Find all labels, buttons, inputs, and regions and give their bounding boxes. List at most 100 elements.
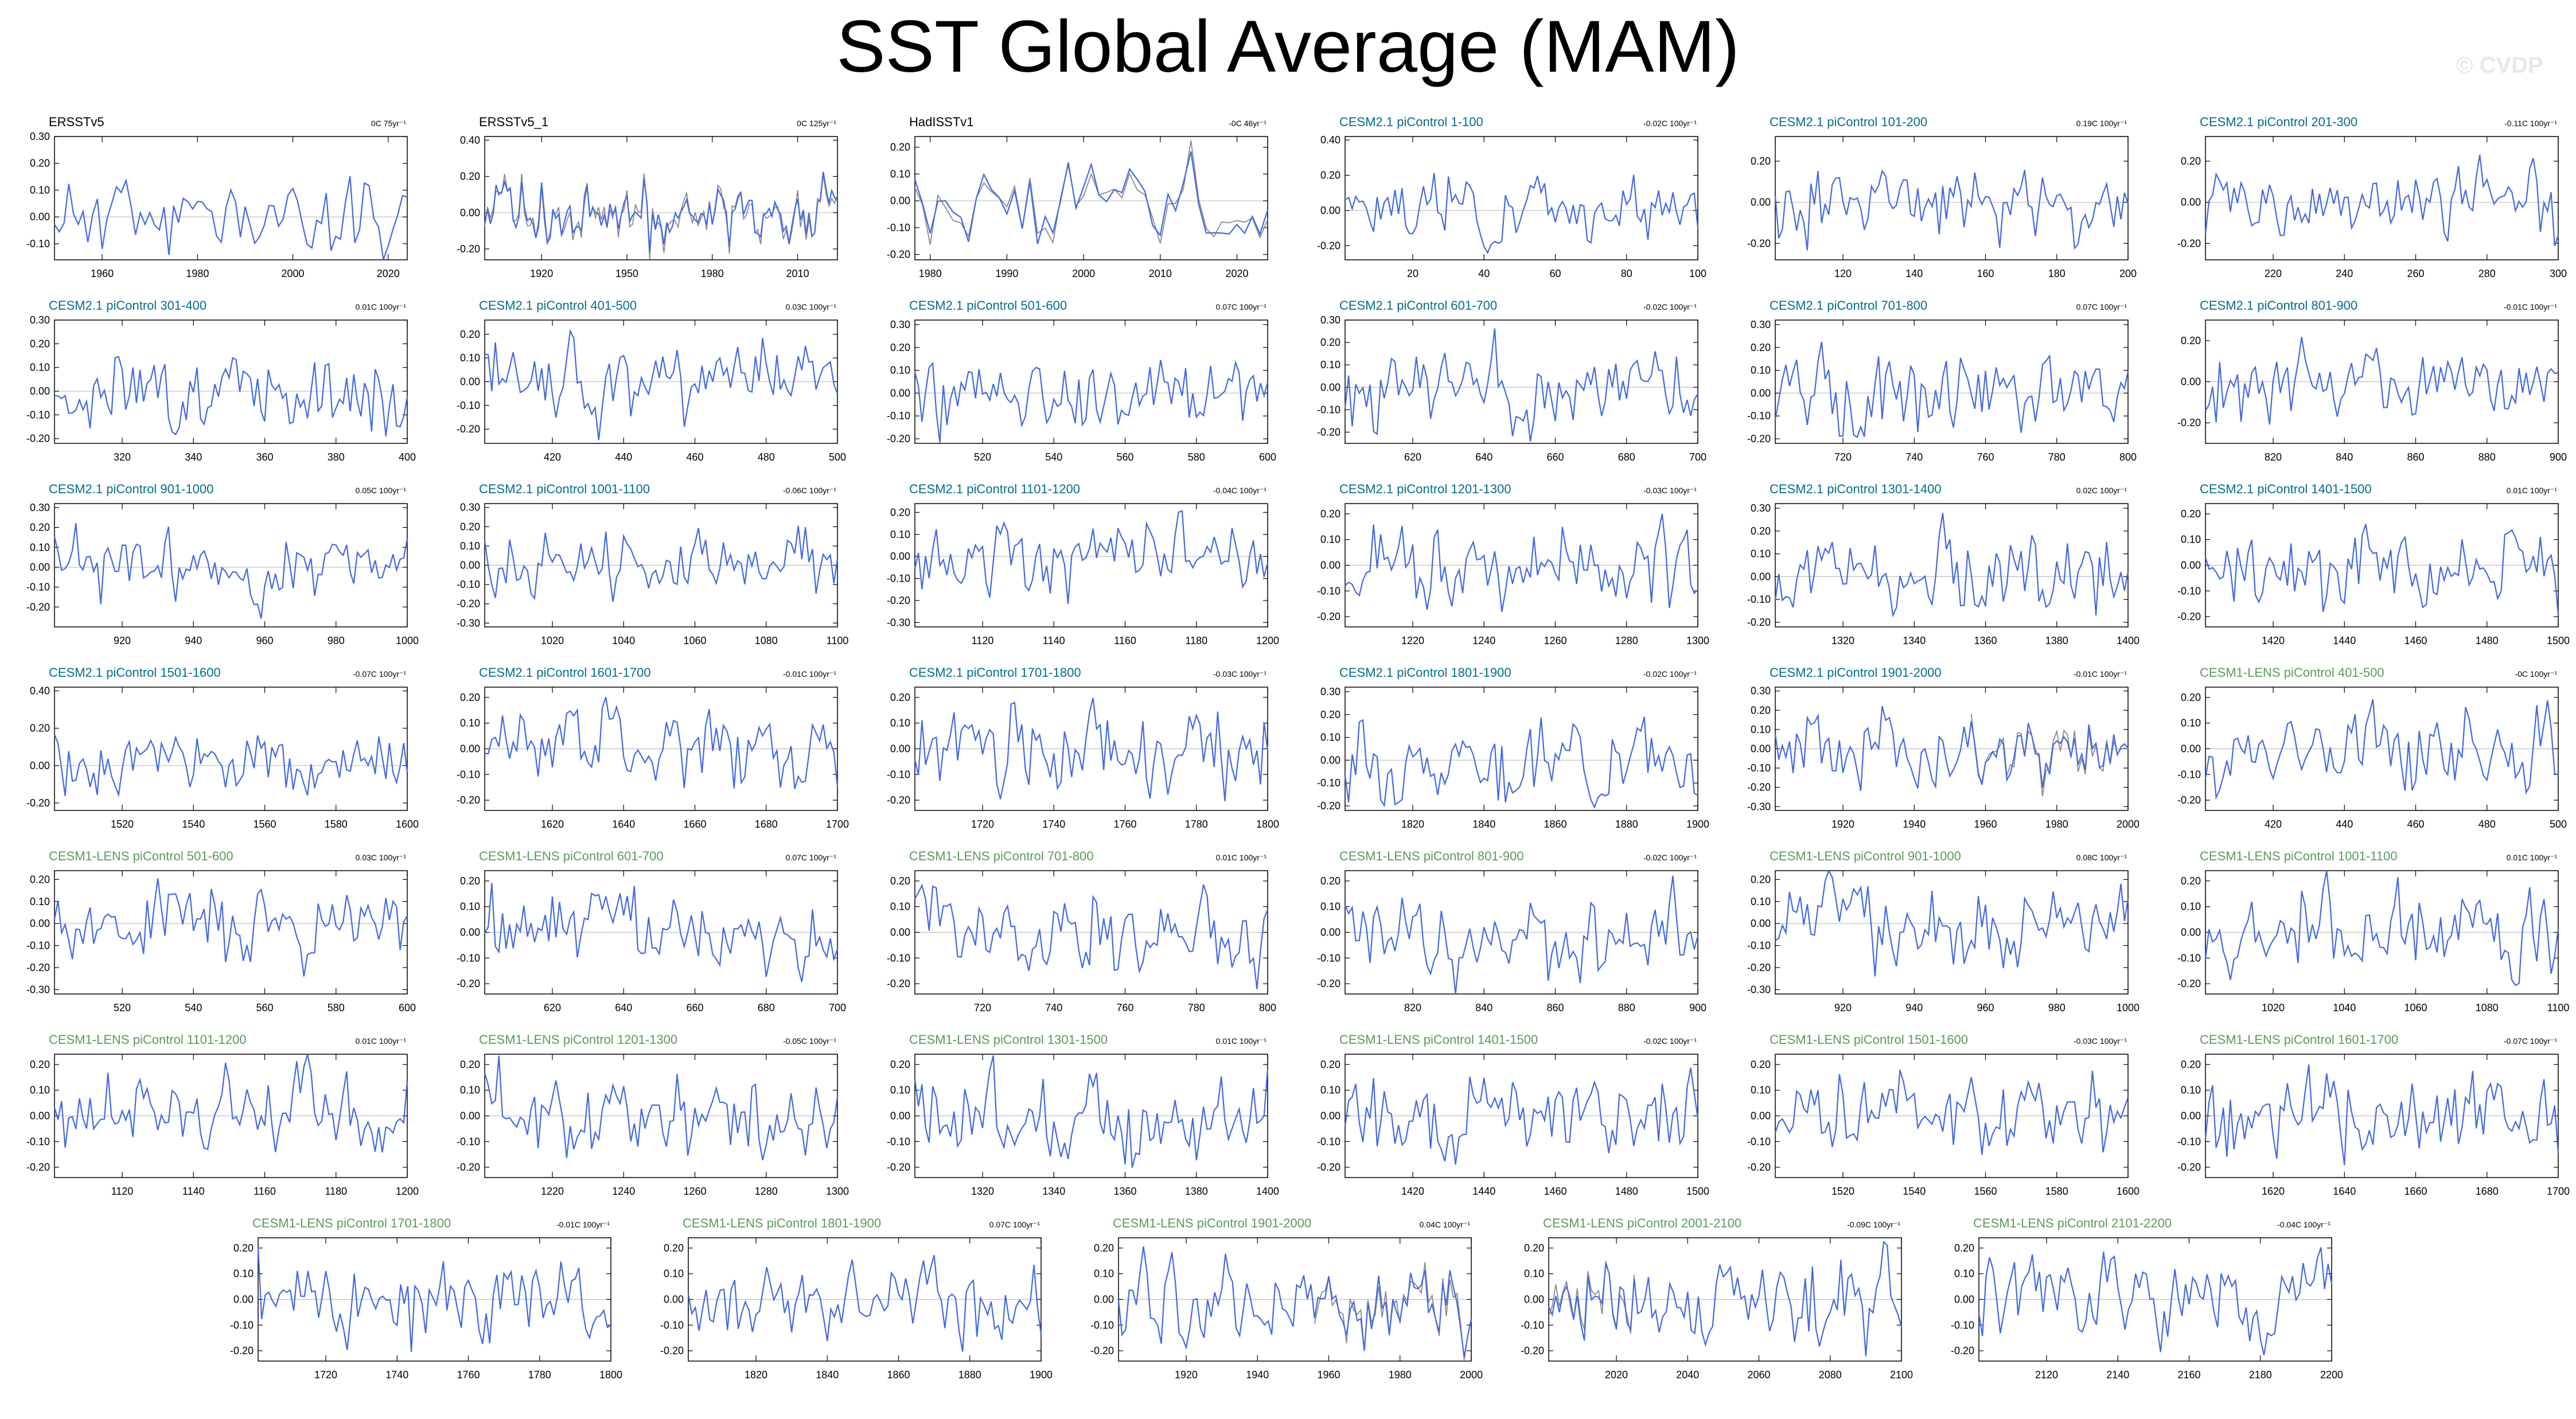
x-tick-label: 700 (829, 1002, 846, 1013)
x-tick-label: 1900 (1686, 818, 1709, 830)
x-tick-label: 2080 (1819, 1369, 1842, 1381)
y-tick-label: 0.10 (1320, 732, 1340, 743)
panel-title: CESM1-LENS piControl 1501-1600 (1770, 1032, 1968, 1047)
trend-label: -0.06C 100yr⁻¹ (783, 486, 836, 495)
x-tick-label: 160 (1977, 268, 1994, 279)
y-tick-label: 0.30 (1751, 502, 1771, 514)
y-tick-label: 0.00 (890, 927, 910, 938)
sst-series-line (914, 1055, 1269, 1168)
x-tick-label: 100 (1689, 268, 1706, 279)
x-tick-label: 740 (1045, 1002, 1062, 1013)
panel-title: CESM1-LENS piControl 1801-1900 (683, 1216, 881, 1230)
timeseries-panel: CESM1-LENS piControl 701-800 0.01C 100yr⁻… (887, 849, 1276, 1013)
plot-frame (914, 319, 1268, 444)
y-tick-label: -0.20 (1317, 978, 1340, 989)
x-tick-label: 1740 (385, 1369, 408, 1381)
x-tick-label: 1680 (755, 818, 778, 830)
y-tick-label: -0.20 (2177, 611, 2201, 622)
y-tick-label: -0.10 (2177, 585, 2201, 597)
y-tick-label: 0.00 (1320, 381, 1340, 393)
x-tick-label: 680 (758, 1002, 775, 1013)
sst-series-line (484, 525, 839, 602)
y-tick-label: -0.20 (457, 978, 480, 989)
sst-series-line (257, 1246, 611, 1352)
trend-label: -0.03C 100yr⁻¹ (2074, 1036, 2127, 1046)
sst-series-line (484, 1055, 839, 1160)
timeseries-panel: CESM2.1 piControl 1401-1500 0.01C 100yr⁻¹… (2177, 482, 2570, 646)
x-tick-label: 2000 (1460, 1369, 1483, 1381)
y-tick-label: 0.20 (1751, 155, 1771, 167)
y-tick-label: -0.10 (887, 769, 910, 780)
y-tick-label: -0.20 (2177, 1161, 2201, 1173)
x-tick-label: 820 (1404, 1002, 1421, 1013)
timeseries-panel: CESM2.1 piControl 1601-1700 -0.01C 100yr⁻… (457, 665, 849, 830)
y-tick-label: -0.20 (1747, 617, 1771, 628)
y-tick-label: 0.10 (1751, 896, 1771, 907)
x-tick-label: 1420 (1401, 1186, 1424, 1197)
sst-series-line (1344, 875, 1699, 995)
x-tick-label: 420 (2265, 818, 2282, 830)
y-tick-label: 0.10 (460, 540, 480, 552)
x-tick-label: 2100 (1890, 1369, 1913, 1381)
y-tick-label: 0.00 (1751, 918, 1771, 929)
trend-label: -0.05C 100yr⁻¹ (783, 1036, 836, 1046)
x-tick-label: 80 (1621, 268, 1632, 279)
x-tick-label: 1540 (182, 818, 205, 830)
x-tick-label: 1700 (2547, 1186, 2570, 1197)
y-tick-label: 0.20 (890, 1059, 910, 1070)
sst-series-line (914, 883, 1269, 989)
x-tick-label: 880 (1618, 1002, 1635, 1013)
y-tick-label: 0.10 (890, 529, 910, 540)
x-tick-label: 1240 (612, 1186, 635, 1197)
x-tick-label: 540 (185, 1002, 202, 1013)
sst-series-line (54, 356, 408, 436)
trend-label: 0.07C 100yr⁻¹ (1216, 302, 1267, 311)
trend-label: 0.01C 100yr⁻¹ (356, 1036, 407, 1046)
x-tick-label: 1140 (182, 1186, 205, 1197)
y-tick-label: 0.00 (890, 743, 910, 755)
y-tick-label: 0.20 (460, 521, 480, 532)
x-tick-label: 500 (829, 451, 846, 463)
sst-series-line (54, 176, 408, 260)
x-tick-label: 400 (399, 451, 416, 463)
y-tick-label: -0.20 (1317, 611, 1340, 622)
x-tick-label: 2120 (2035, 1369, 2058, 1381)
x-tick-label: 2020 (1225, 268, 1248, 279)
x-tick-label: 2000 (1072, 268, 1095, 279)
trend-label: -0.02C 100yr⁻¹ (1643, 1036, 1697, 1046)
timeseries-panel: CESM2.1 piControl 1-100 -0.02C 100yr⁻¹ -0.… (1317, 115, 1706, 279)
x-tick-label: 1560 (1974, 1186, 1997, 1197)
overlay-series-line (914, 140, 1268, 245)
y-tick-label: -0.10 (887, 952, 910, 964)
panel-title: CESM2.1 piControl 1401-1500 (2200, 482, 2372, 496)
y-tick-label: 0.20 (1320, 875, 1340, 887)
y-tick-label: 0.10 (30, 362, 50, 373)
panel-title: CESM2.1 piControl 301-400 (49, 298, 206, 313)
y-tick-label: -0.10 (887, 573, 910, 584)
timeseries-panel: CESM1-LENS piControl 501-600 0.03C 100yr⁻… (26, 849, 416, 1013)
x-tick-label: 720 (974, 1002, 991, 1013)
timeseries-panel: CESM2.1 piControl 1501-1600 -0.07C 100yr⁻… (26, 665, 419, 830)
x-tick-label: 380 (328, 451, 345, 463)
y-tick-label: 0.20 (30, 723, 50, 734)
y-tick-label: 0.10 (233, 1268, 254, 1280)
y-tick-label: 0.10 (1751, 365, 1771, 376)
y-tick-label: 0.10 (1751, 548, 1771, 560)
y-tick-label: 0.00 (1320, 205, 1340, 216)
y-tick-label: 0.00 (1751, 197, 1771, 208)
panel-title: CESM2.1 piControl 901-1000 (49, 482, 213, 496)
x-tick-label: 1640 (2333, 1186, 2356, 1197)
y-tick-label: -0.20 (1317, 240, 1340, 251)
sst-series-line (1548, 1241, 1903, 1356)
x-tick-label: 1320 (1831, 635, 1854, 646)
y-tick-label: 0.20 (460, 875, 480, 887)
y-tick-label: -0.30 (1747, 801, 1771, 812)
overlay-series-line (1314, 1262, 1472, 1360)
y-tick-label: 0.20 (1751, 704, 1771, 716)
timeseries-panel: CESM1-LENS piControl 1101-1200 0.01C 100y… (26, 1032, 419, 1197)
x-tick-label: 280 (2478, 268, 2496, 279)
y-tick-label: -0.20 (26, 1161, 50, 1173)
trend-label: -0.04C 100yr⁻¹ (2277, 1220, 2331, 1229)
sst-series-line (484, 171, 838, 252)
y-tick-label: 0.40 (1320, 134, 1340, 146)
